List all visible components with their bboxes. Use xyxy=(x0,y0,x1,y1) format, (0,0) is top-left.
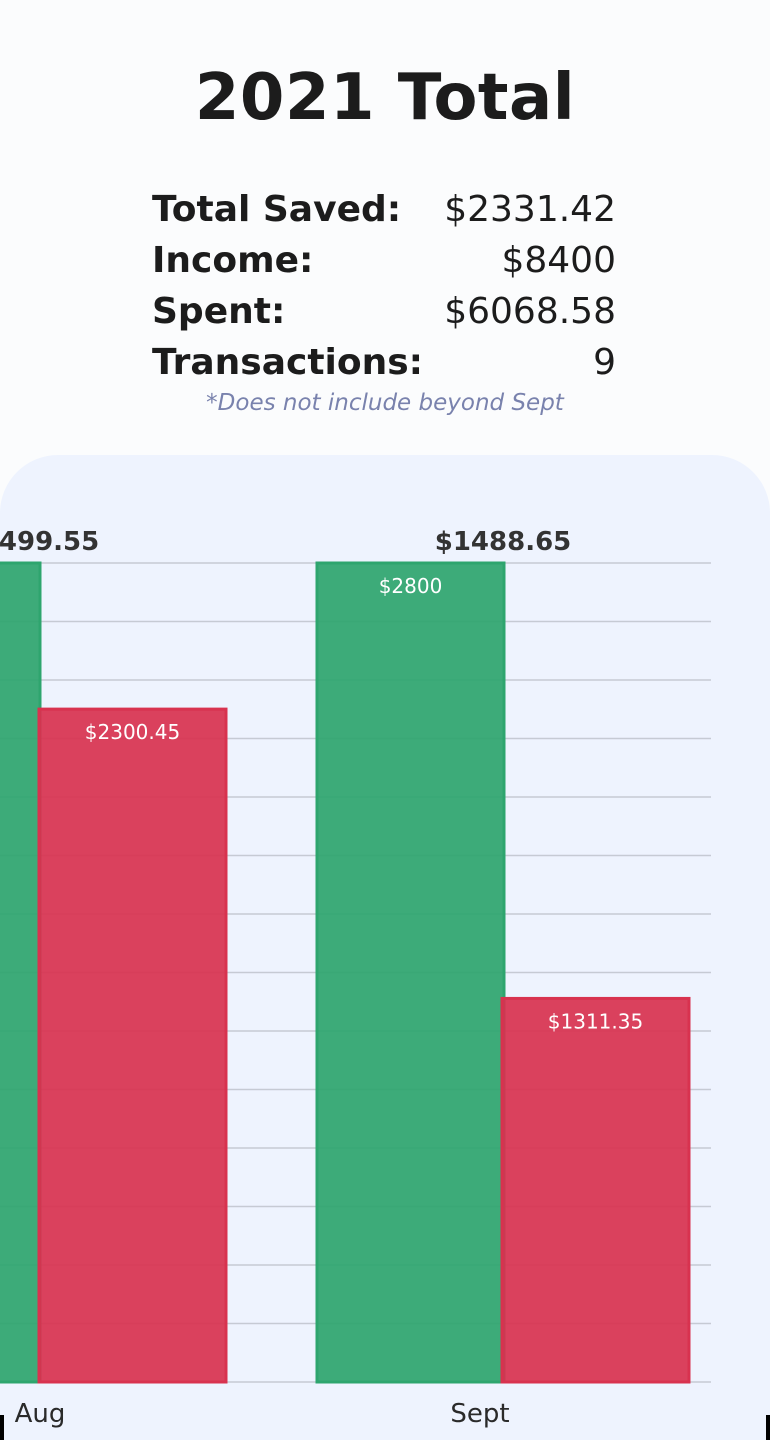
income-bar-sept[interactable] xyxy=(315,561,506,1384)
summary-table: Total Saved: $2331.42 Income: $8400 Spen… xyxy=(152,184,616,388)
transactions-label: Transactions: xyxy=(152,342,424,383)
summary-row-income: Income: $8400 xyxy=(152,235,616,286)
income-bar-aug[interactable] xyxy=(0,561,42,1384)
income-label: Income: xyxy=(152,240,314,281)
total-saved-label: Total Saved: xyxy=(152,189,402,230)
x-tick-label: Sept xyxy=(450,1399,509,1429)
spent-value: $6068.58 xyxy=(444,291,616,332)
summary-row-total-saved: Total Saved: $2331.42 xyxy=(152,184,616,235)
income-value: $8400 xyxy=(501,240,616,281)
bar-value-label: $2300.45 xyxy=(85,720,180,744)
summary-row-spent: Spent: $6068.58 xyxy=(152,286,616,337)
group-total-label: $1488.65 xyxy=(435,527,572,557)
bar-value-label: $1311.35 xyxy=(548,1009,643,1033)
footnote: *Does not include beyond Sept xyxy=(206,390,564,416)
spent-label: Spent: xyxy=(152,291,286,332)
card-right-edge xyxy=(766,1415,770,1440)
group-total-label: $499.55 xyxy=(0,527,99,557)
bar-chart[interactable]: $2800$2300.45$499.55Aug$2800$1311.35$148… xyxy=(0,455,770,1440)
x-tick-label: Aug xyxy=(15,1399,66,1429)
card-left-edge xyxy=(0,1415,4,1440)
chart-card[interactable]: $2800$2300.45$499.55Aug$2800$1311.35$148… xyxy=(0,455,770,1440)
summary-row-transactions: Transactions: 9 xyxy=(152,337,616,388)
spent-bar-aug[interactable] xyxy=(37,707,228,1384)
total-saved-value: $2331.42 xyxy=(444,189,616,230)
transactions-value: 9 xyxy=(593,342,616,383)
page-title: 2021 Total xyxy=(194,61,576,135)
spent-bar-sept[interactable] xyxy=(500,996,691,1384)
bar-value-label: $2800 xyxy=(379,574,443,598)
